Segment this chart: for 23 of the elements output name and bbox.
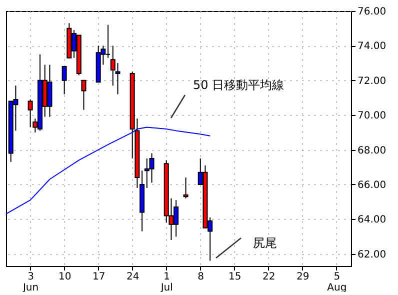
y-tick-label: 74.00 [358,41,386,52]
candlestick [183,177,188,199]
candlestick [115,62,120,95]
x-tick-label: 17 [92,272,106,282]
y-tick-label: 66.00 [358,180,386,191]
line-series [6,126,211,214]
y-tick-label: 62.00 [358,249,386,260]
x-tick-label: 15 [228,272,242,282]
x-tick-label: 22 [262,272,276,282]
x-tick-label: 10 [58,272,72,282]
x-tick-label: 29 [296,272,310,282]
x-tick-label: 8 [198,272,204,282]
candlestick [62,66,67,95]
candlestick [81,80,86,110]
candlestick [110,45,116,86]
annotation: 尻尾 [253,236,277,250]
y-tick-label: 64.00 [358,214,386,226]
y-tick-label: 76.00 [358,6,386,18]
y-tick-label: 68.00 [358,145,386,156]
x-tick-label: 24 [126,272,140,282]
y-tick-label: 72.00 [358,76,386,87]
y-tick-label: 70.00 [358,110,386,122]
annotation: 50 日移動平均線 [193,78,284,92]
